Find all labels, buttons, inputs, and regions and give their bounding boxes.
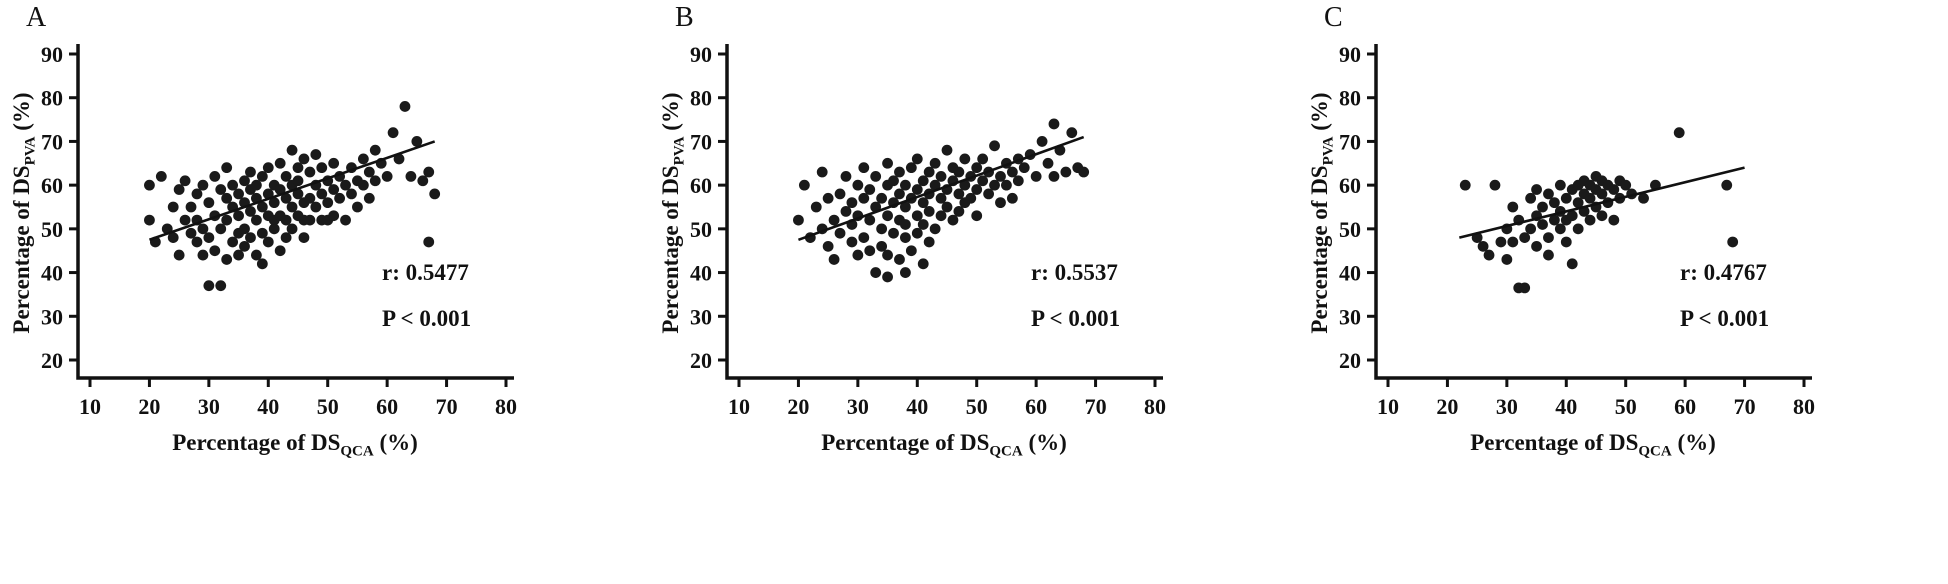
trend-line [1459, 166, 1745, 239]
svg-text:20: 20 [690, 348, 712, 373]
svg-text:40: 40 [690, 261, 712, 286]
y-axis-title: Percentage of DSPVA (%) [1307, 92, 1337, 334]
svg-text:20: 20 [138, 394, 160, 419]
data-points [144, 101, 441, 292]
scatter-plot-c: 10 20 30 40 50 60 70 80 20 30 40 50 60 70 80 90 [1339, 42, 1815, 419]
svg-text:90: 90 [690, 42, 712, 67]
svg-text:50: 50 [41, 217, 63, 242]
svg-text:30: 30 [1339, 304, 1361, 329]
y-axis-title: Percentage of DSPVA (%) [658, 92, 688, 334]
ticks: 10 20 30 40 50 60 70 80 20 30 40 50 60 70 80 90 [690, 42, 1166, 419]
y-axis-subscript: PVA [1320, 136, 1337, 166]
correlation-p-value: P < 0.001 [382, 306, 472, 331]
x-axis-subscript: QCA [340, 443, 374, 460]
panel-b: B 10 20 30 40 50 60 70 80 20 30 40 50 60 70 80 90 r: 0.… [649, 0, 1298, 584]
svg-text:70: 70 [1085, 394, 1107, 419]
svg-text:30: 30 [847, 394, 869, 419]
ticks: 10 20 30 40 50 60 70 80 20 30 40 50 60 70 80 90 [1339, 42, 1815, 419]
svg-text:80: 80 [690, 86, 712, 111]
svg-text:70: 70 [436, 394, 458, 419]
svg-text:80: 80 [41, 86, 63, 111]
trend-line [149, 140, 436, 242]
svg-text:20: 20 [787, 394, 809, 419]
svg-text:30: 30 [198, 394, 220, 419]
scatter-plot-b: 10 20 30 40 50 60 70 80 20 30 40 50 60 70 80 90 [690, 42, 1166, 419]
panel-letter: A [26, 2, 47, 33]
trend-line [797, 135, 1085, 242]
svg-text:50: 50 [966, 394, 988, 419]
svg-text:20: 20 [1339, 348, 1361, 373]
svg-text:40: 40 [1555, 394, 1577, 419]
svg-text:60: 60 [1674, 394, 1696, 419]
svg-text:40: 40 [906, 394, 928, 419]
svg-text:70: 70 [41, 129, 63, 154]
correlation-r-value: r: 0.5537 [1031, 260, 1118, 285]
data-points [793, 118, 1090, 283]
svg-text:60: 60 [376, 394, 398, 419]
svg-text:90: 90 [41, 42, 63, 67]
svg-text:40: 40 [1339, 261, 1361, 286]
svg-text:40: 40 [41, 261, 63, 286]
svg-text:60: 60 [1339, 173, 1361, 198]
y-axis-title: Percentage of DSPVA (%) [9, 92, 39, 334]
svg-text:80: 80 [1144, 394, 1166, 419]
x-axis-title: Percentage of DSQCA (%) [1470, 430, 1716, 460]
svg-text:20: 20 [1436, 394, 1458, 419]
svg-text:50: 50 [1615, 394, 1637, 419]
svg-text:70: 70 [690, 129, 712, 154]
correlation-r-value: r: 0.5477 [382, 260, 469, 285]
svg-text:20: 20 [41, 348, 63, 373]
ticks: 10 20 30 40 50 60 70 80 20 30 40 50 60 70 80 90 [41, 42, 517, 419]
svg-text:80: 80 [495, 394, 517, 419]
svg-text:50: 50 [690, 217, 712, 242]
axes [1374, 44, 1812, 380]
x-axis-title: Percentage of DSQCA (%) [172, 430, 418, 460]
svg-text:10: 10 [79, 394, 101, 419]
panel-letter: B [675, 2, 694, 33]
svg-text:70: 70 [1339, 129, 1361, 154]
axes [76, 44, 514, 380]
panel-letter: C [1324, 2, 1343, 33]
svg-text:30: 30 [41, 304, 63, 329]
axes [725, 44, 1163, 380]
correlation-r-value: r: 0.4767 [1680, 260, 1767, 285]
svg-text:80: 80 [1339, 86, 1361, 111]
svg-text:60: 60 [690, 173, 712, 198]
correlation-p-value: P < 0.001 [1031, 306, 1121, 331]
correlation-p-value: P < 0.001 [1680, 306, 1770, 331]
x-axis-subscript: QCA [989, 443, 1023, 460]
svg-text:90: 90 [1339, 42, 1361, 67]
svg-text:10: 10 [728, 394, 750, 419]
y-axis-subscript: PVA [671, 136, 688, 166]
svg-text:40: 40 [257, 394, 279, 419]
svg-text:60: 60 [1025, 394, 1047, 419]
x-axis-title: Percentage of DSQCA (%) [821, 430, 1067, 460]
svg-text:30: 30 [690, 304, 712, 329]
x-axis-subscript: QCA [1638, 443, 1672, 460]
svg-text:30: 30 [1496, 394, 1518, 419]
svg-text:50: 50 [317, 394, 339, 419]
svg-text:10: 10 [1377, 394, 1399, 419]
svg-text:50: 50 [1339, 217, 1361, 242]
panel-c: C 10 20 30 40 50 60 70 80 20 30 40 50 60 70 80 90 r: 0.… [1298, 0, 1947, 584]
panel-a: A 10 20 30 40 50 60 70 80 20 30 40 50 60 70 80 90 r: 0.… [0, 0, 649, 584]
y-axis-subscript: PVA [22, 136, 39, 166]
scatter-plot-a: 10 20 30 40 50 60 70 80 20 30 40 50 60 70 80 90 [41, 42, 517, 419]
svg-text:60: 60 [41, 173, 63, 198]
svg-text:70: 70 [1734, 394, 1756, 419]
svg-text:80: 80 [1793, 394, 1815, 419]
